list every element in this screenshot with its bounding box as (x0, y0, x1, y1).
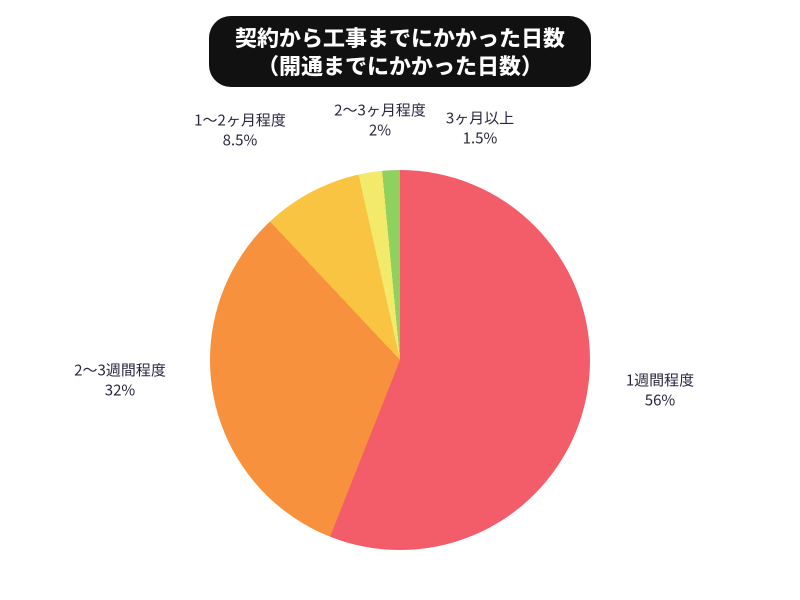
slice-percent: 32% (74, 380, 166, 400)
slice-name: 3ヶ月以上 (446, 109, 514, 129)
slice-label-2: 1〜2ヶ月程度 8.5% (194, 111, 286, 150)
slice-percent: 8.5% (194, 130, 286, 150)
slice-percent: 2% (334, 120, 426, 140)
slice-percent: 1.5% (446, 128, 514, 148)
chart-stage: 契約から工事までにかかった日数 （開通までにかかった日数） 1週間程度 56% … (0, 0, 800, 600)
pie-chart (210, 170, 590, 550)
slice-percent: 56% (626, 390, 694, 410)
slice-label-3: 2〜3ヶ月程度 2% (334, 101, 426, 140)
title-line-2: （開通までにかかった日数） (257, 49, 543, 81)
slice-name: 2〜3ヶ月程度 (334, 101, 426, 121)
slice-label-1: 2〜3週間程度 32% (74, 361, 166, 400)
slice-name: 2〜3週間程度 (74, 361, 166, 381)
slice-name: 1週間程度 (626, 371, 694, 391)
slice-label-0: 1週間程度 56% (626, 371, 694, 410)
title-pill: 契約から工事までにかかった日数 （開通までにかかった日数） (209, 16, 591, 87)
title-container: 契約から工事までにかかった日数 （開通までにかかった日数） (209, 16, 591, 87)
slice-label-4: 3ヶ月以上 1.5% (446, 109, 514, 148)
pie-wrap (210, 170, 590, 550)
slice-name: 1〜2ヶ月程度 (194, 111, 286, 131)
